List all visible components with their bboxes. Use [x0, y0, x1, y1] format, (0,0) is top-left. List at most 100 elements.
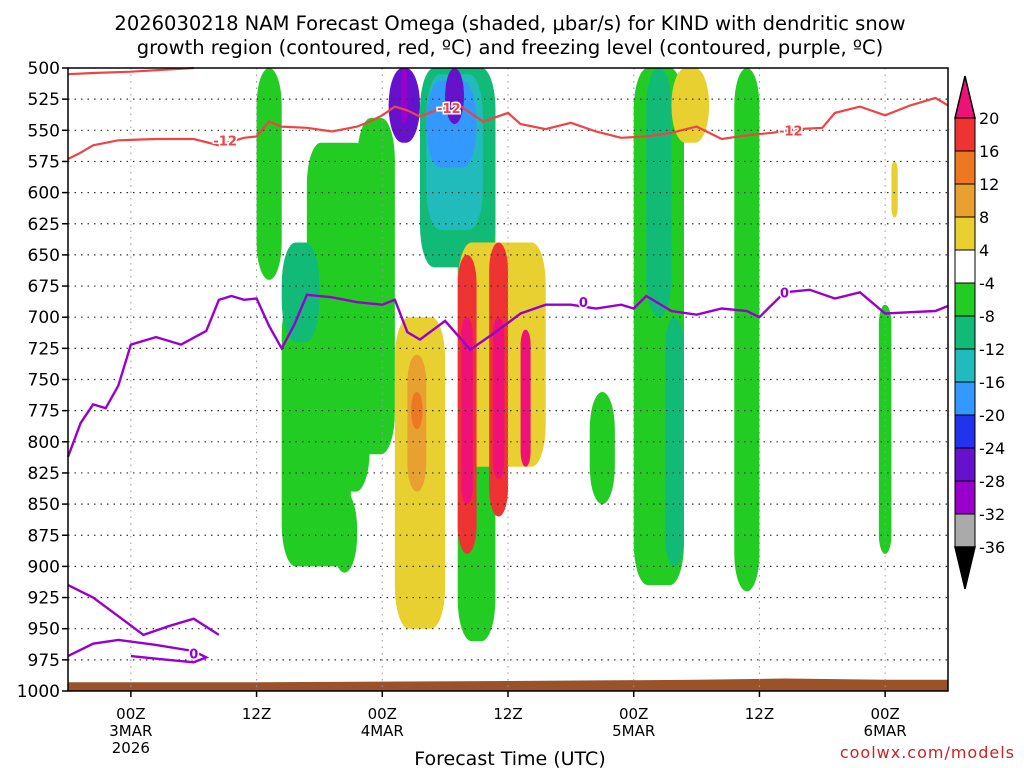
x-tick-label: 12Z: [745, 705, 774, 723]
x-tick-label: 00Z: [368, 705, 397, 723]
colorbar-swatch--4: [954, 249, 976, 284]
terrain-strip: [68, 678, 948, 691]
colorbar-swatch-16: [954, 117, 976, 152]
omega-region-neg12-12: [646, 68, 672, 318]
freezing-contour-label: 0: [189, 648, 198, 663]
colorbar-top-arrow: [954, 75, 976, 119]
omega-region-pos20-29: [520, 329, 531, 467]
chart-title-line2: growth region (contoured, red, ºC) and f…: [137, 36, 884, 59]
x-axis-title: Forecast Time (UTC): [414, 748, 605, 768]
y-tick-label: 575: [28, 152, 60, 172]
dgz-contour-label: -12: [437, 102, 461, 117]
y-tick-label: 925: [28, 589, 60, 609]
colorbar-label: -12: [979, 340, 1005, 359]
colorbar-bottom-arrow: [954, 546, 976, 590]
colorbar-swatch--28: [954, 447, 976, 482]
y-tick-label: 825: [28, 464, 60, 484]
colorbar-label: -20: [979, 406, 1005, 425]
omega-region-pos20-27: [461, 317, 473, 505]
omega-region-neg20-15: [426, 80, 477, 168]
colorbar-label: -4: [979, 274, 995, 293]
y-tick-label: 725: [28, 339, 60, 359]
terrain-fill: [68, 678, 948, 691]
y-tick-label: 525: [28, 90, 60, 110]
y-tick-label: 975: [28, 651, 60, 671]
omega-region-neg12-13: [665, 317, 684, 567]
y-tick-label: 950: [28, 620, 60, 640]
y-tick-label: 675: [28, 277, 60, 297]
colorbar-swatch--24: [954, 414, 976, 449]
y-tick-label: 750: [28, 371, 60, 391]
omega-region-neg8-9: [878, 304, 892, 554]
y-tick-label: 550: [28, 121, 60, 141]
freezing-contour-low2-line: [67, 584, 220, 637]
colorbar: 20 16 12 8 4 -4 -8 -12 -16 -20 -24 -28 -32 -36: [954, 75, 1005, 590]
omega-region-neg32-18: [401, 68, 408, 125]
watermark: coolwx.com/models: [840, 743, 1015, 762]
colorbar-label: -36: [979, 538, 1005, 557]
y-tick-label: 700: [28, 308, 60, 328]
omega-region-neg8-8: [734, 68, 760, 592]
x-tick-date: 3MAR: [109, 722, 152, 740]
omega-region-neg8-0: [256, 68, 282, 280]
y-tick-label: 650: [28, 246, 60, 266]
omega-region-neg8-4: [357, 117, 395, 455]
colorbar-swatch--36: [954, 513, 976, 548]
dgz-contour-label: -12: [213, 134, 237, 149]
colorbar-label: 8: [979, 208, 989, 227]
omega-region-pos12-24: [411, 391, 423, 430]
omega-region-pos4-22: [891, 161, 898, 218]
freezing-contour-low-line: [67, 638, 210, 664]
colorbar-swatch--12: [954, 315, 976, 350]
y-tick-label: 600: [28, 184, 60, 204]
freezing-contour-label: 0: [780, 286, 789, 301]
x-tick-label: 00Z: [619, 705, 648, 723]
freezing-contour-label: 0: [579, 296, 588, 311]
x-tick-label: 12Z: [242, 705, 271, 723]
y-tick-label: 500: [28, 59, 60, 79]
colorbar-swatch--8: [954, 282, 976, 317]
omega-region-neg8-3: [332, 491, 358, 573]
colorbar-label: 20: [979, 109, 999, 128]
dgz-contour-label: -12: [779, 124, 803, 139]
y-tick-label: 625: [28, 215, 60, 235]
colorbar-label: -28: [979, 472, 1005, 491]
dgz-contour-top-line: [67, 66, 194, 76]
y-tick-label: 875: [28, 526, 60, 546]
x-tick-label: 00Z: [116, 705, 145, 723]
y-axis: 500 525 550 575 600 625 650 675 700 725 750 775 800 8…: [17, 59, 68, 702]
contour-lines: -12 -12 -12 0 0 0: [66, 66, 949, 664]
y-tick-label: 900: [28, 557, 60, 577]
colorbar-swatch-4: [954, 216, 976, 251]
colorbar-label: -16: [979, 373, 1005, 392]
colorbar-swatch--32: [954, 480, 976, 515]
omega-region-pos20-28: [492, 317, 505, 480]
colorbar-swatch--20: [954, 381, 976, 416]
colorbar-label: -32: [979, 505, 1005, 524]
x-tick-label: 00Z: [870, 705, 899, 723]
y-tick-label: 1000: [17, 682, 60, 702]
x-tick-date: 4MAR: [361, 722, 404, 740]
x-tick-date: 6MAR: [864, 722, 907, 740]
freezing-contour-line: [66, 288, 949, 458]
colorbar-swatch-12: [954, 150, 976, 185]
y-tick-label: 800: [28, 433, 60, 453]
colorbar-label: 12: [979, 175, 999, 194]
x-tick-year: 2026: [112, 739, 150, 757]
y-tick-label: 850: [28, 495, 60, 515]
dgz-contour-line: [67, 96, 949, 160]
colorbar-label: -8: [979, 307, 995, 326]
y-tick-label: 775: [28, 402, 60, 422]
colorbar-label: 16: [979, 142, 999, 161]
chart-title-line1: 2026030218 NAM Forecast Omega (shaded, μ…: [114, 12, 905, 35]
omega-region-pos4-21: [671, 68, 710, 143]
omega-region-neg8-2: [306, 142, 370, 492]
colorbar-swatch--16: [954, 348, 976, 383]
omega-region-neg28-17: [445, 68, 464, 125]
colorbar-swatch-8: [954, 183, 976, 218]
x-tick-date: 5MAR: [612, 722, 655, 740]
colorbar-label: 4: [979, 241, 989, 260]
omega-region-neg12-10: [281, 242, 320, 343]
